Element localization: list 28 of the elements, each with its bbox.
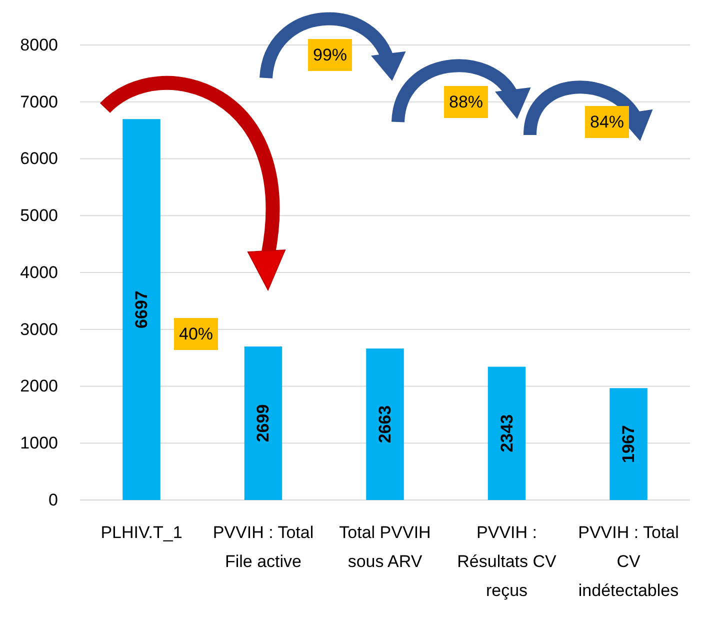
x-tick-label: PLHIV.T_1: [100, 523, 182, 542]
y-tick-label: 3000: [20, 320, 58, 339]
y-tick-label: 7000: [20, 92, 58, 112]
y-tick-label: 6000: [20, 149, 58, 168]
annotation: 40%: [178, 324, 214, 344]
y-tick-label: 8000: [20, 35, 58, 54]
x-tick-label: PVVIH : Total CV indétectables: [578, 523, 679, 600]
bar: [244, 346, 282, 500]
data-label: 2663: [376, 405, 394, 444]
annotation: 84%: [590, 112, 624, 132]
y-tick-label: 2000: [20, 376, 58, 396]
data-label: 2343: [497, 414, 516, 452]
y-tick-label: 1000: [20, 434, 58, 453]
data-label: 1967: [619, 425, 638, 463]
y-tick-label: 5000: [20, 206, 58, 226]
annotation: 99%: [312, 46, 348, 64]
annotation: 88%: [448, 92, 484, 112]
y-tick-label: 0: [48, 490, 58, 510]
x-tick-label: PVVIH : Total File active: [212, 523, 314, 571]
bar: [122, 119, 160, 500]
y-tick-label: 4000: [20, 262, 58, 282]
data-label: 6697: [132, 290, 151, 328]
bar: [366, 348, 404, 500]
bar: [488, 366, 526, 500]
x-tick-label: PVVIH : Résultats CV reçus: [457, 523, 558, 600]
data-label: 2699: [254, 404, 273, 442]
x-tick-label: Total PVVIH sous ARV: [339, 523, 431, 571]
bar: [610, 388, 648, 500]
